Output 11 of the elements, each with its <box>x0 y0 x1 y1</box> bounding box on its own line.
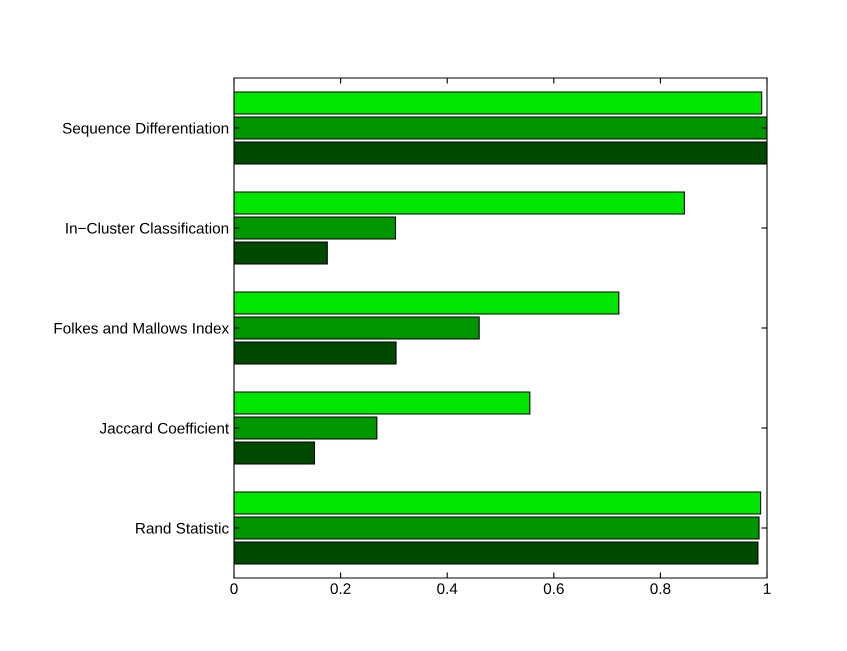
x-tick-label: 0.2 <box>330 583 350 594</box>
x-tick-label: 0.8 <box>650 583 670 594</box>
y-tick-label: Jaccard Coefficient <box>100 422 230 434</box>
y-tick-label: Rand Statistic <box>136 522 229 534</box>
x-tick-label: 0 <box>230 583 238 594</box>
y-tick-label: In−Cluster Classification <box>66 222 228 234</box>
x-tick-label: 0.4 <box>437 583 458 594</box>
y-tick-label: Sequence Differentiation <box>62 122 228 137</box>
x-tick-label: 1 <box>764 583 771 594</box>
y-tick-label: Folkes and Mallows Index <box>54 322 229 334</box>
x-tick-label: 0.6 <box>544 583 564 594</box>
